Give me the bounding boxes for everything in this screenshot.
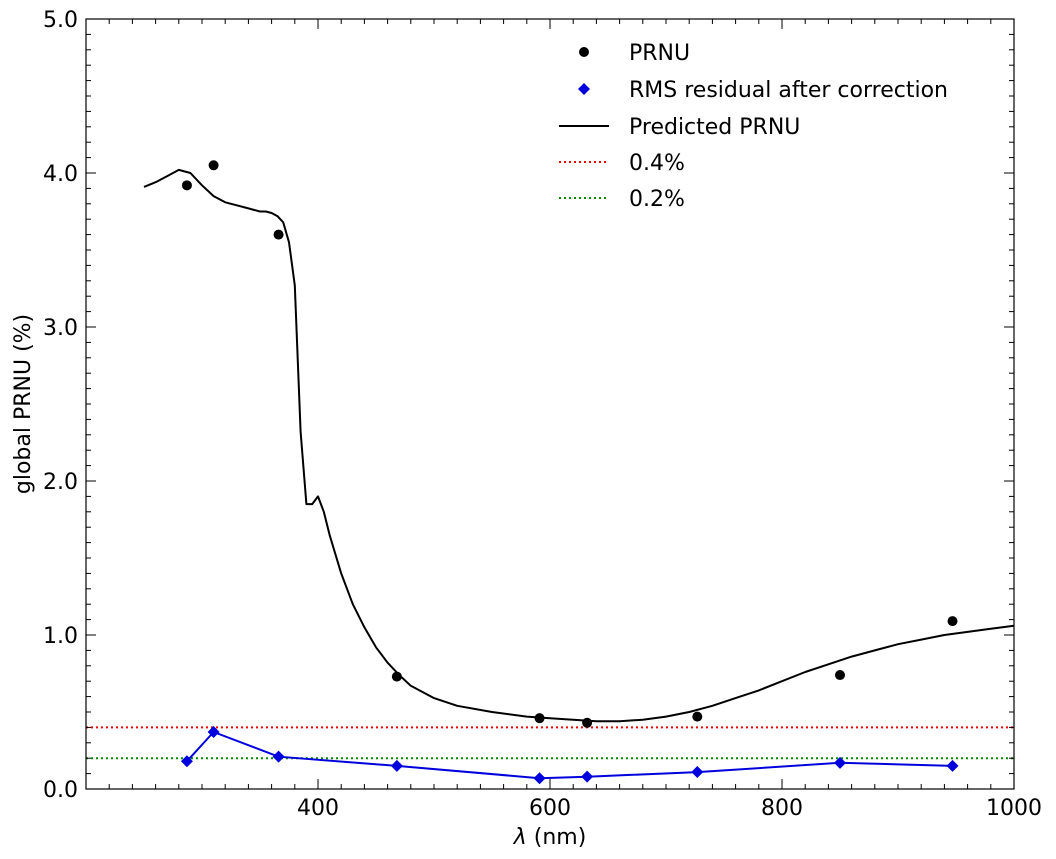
x-tick-label: 800 [761, 796, 803, 821]
rms-residual-point [390, 759, 403, 772]
rms-residual-point [180, 755, 193, 768]
legend-marker-rms [578, 83, 590, 95]
y-tick-label: 2.0 [43, 470, 78, 495]
y-tick-label: 1.0 [43, 624, 78, 649]
prnu-point [273, 229, 284, 240]
prnu-point [947, 616, 958, 627]
y-tick-label: 0.0 [43, 778, 78, 803]
y-tick-label: 3.0 [43, 316, 78, 341]
legend-marker-prnu [579, 47, 589, 57]
x-tick-label: 600 [529, 796, 571, 821]
rms-residual-point [533, 772, 546, 785]
legend-label: Predicted PRNU [629, 115, 800, 140]
prnu-point [835, 670, 845, 681]
legend-label: PRNU [629, 41, 690, 66]
prnu-point [582, 717, 593, 728]
y-tick-label: 4.0 [43, 162, 78, 187]
predicted-prnu-line [143, 168, 1015, 723]
prnu-point [208, 160, 219, 171]
rms-residual-point [691, 766, 704, 779]
prnu-point [692, 711, 703, 722]
legend-label: 0.4% [629, 151, 685, 176]
plot-area [86, 160, 1015, 785]
prnu-point [181, 180, 192, 191]
legend: PRNU RMS residual after correction Predict… [559, 41, 948, 212]
legend-label: RMS residual after correction [629, 78, 948, 103]
x-tick-label: 400 [297, 796, 339, 821]
x-axis-label: λ (nm) [513, 825, 587, 850]
rms-residual-point [834, 756, 846, 769]
y-axis-label: global PRNU (%) [11, 314, 36, 494]
rms-residual-point [581, 770, 594, 783]
plot-frame [85, 18, 1015, 790]
rms-residual-point [207, 726, 220, 739]
prnu-point [391, 671, 402, 682]
legend-label: 0.2% [629, 187, 685, 212]
x-tick-label: 1000 [986, 796, 1042, 821]
rms-residual-point [272, 750, 285, 763]
x-axis-unit: (nm) [534, 825, 587, 850]
axis-ticks: 400 600 800 1000 0.0 1.0 2.0 3.0 4.0 5.0 [43, 8, 1042, 821]
y-tick-label: 5.0 [43, 8, 78, 33]
prnu-point [534, 713, 545, 724]
x-axis-symbol: λ [513, 825, 527, 850]
rms-residual-point [946, 759, 959, 772]
